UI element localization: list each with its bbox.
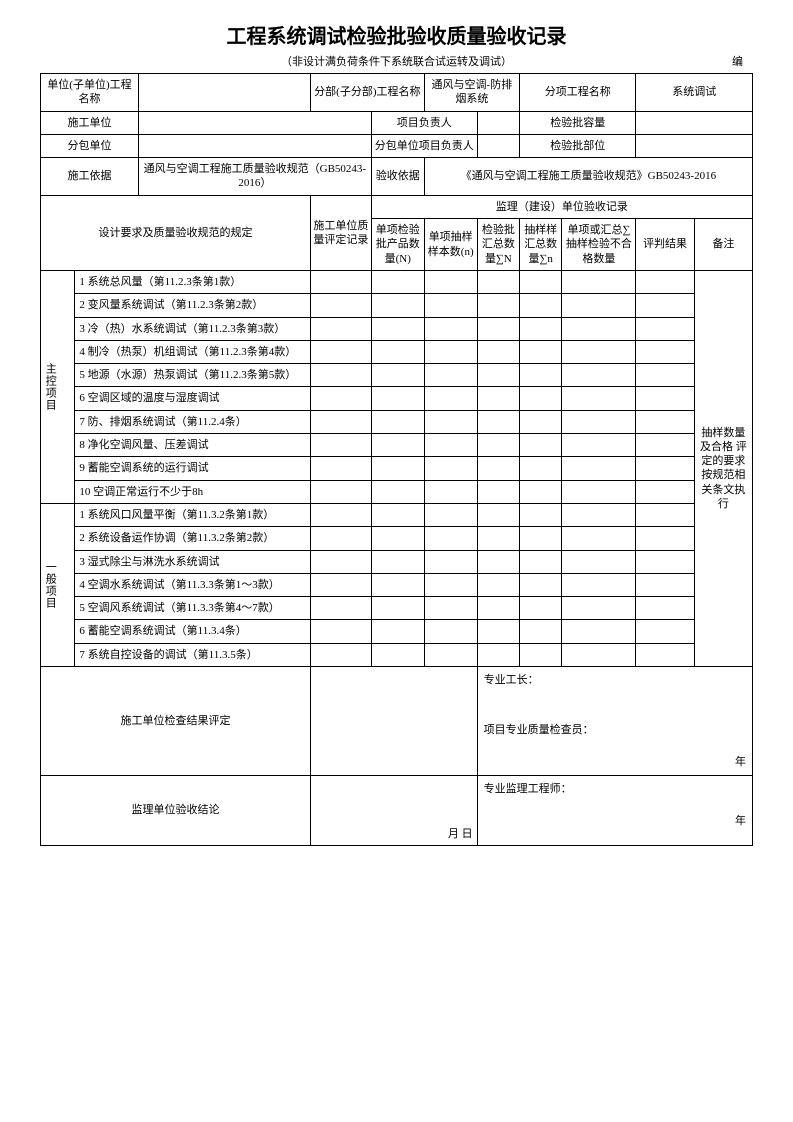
super-conclusion-label: 监理单位验收结论 (41, 776, 311, 846)
super-eng-cell: 专业监理工程师： 年 (477, 776, 752, 846)
accept-basis-val: 《通风与空调工程施工质量验收规范》GB50243-2016 (424, 158, 752, 196)
constr-check-label: 施工单位检查结果评定 (41, 667, 311, 776)
gen-item-6: 6 蓄能空调系统调试（第11.3.4条） (75, 620, 311, 643)
gen-item-5: 5 空调风系统调试（第11.3.3条第4～7款） (75, 597, 311, 620)
general-group-label: 一般项目 (41, 503, 75, 666)
subcontr-leader-val (477, 134, 519, 157)
subcontr-val (138, 134, 371, 157)
gen-item-1: 1 系统风口风量平衡（第11.3.2条第1款） (75, 503, 311, 526)
gen-item-7: 7 系统自控设备的调试（第11.3.5条） (75, 643, 311, 666)
col-judge: 评判结果 (636, 219, 694, 271)
proj-leader-label: 项目负责人 (371, 111, 477, 134)
constr-unit-val (138, 111, 371, 134)
subcontr-label: 分包单位 (41, 134, 139, 157)
gen-item-2: 2 系统设备运作协调（第11.3.2条第2款） (75, 527, 311, 550)
col-n-big: 单项检验批产品数量(N) (371, 219, 424, 271)
col-constr-rec: 施工单位质量评定记录 (310, 195, 371, 270)
main-item-2: 2 变风量系统调试（第11.2.3条第2款） (75, 294, 311, 317)
constr-basis-val: 通风与空调工程施工质量验收规范（GB50243-2016） (138, 158, 371, 196)
batch-loc-label: 检验批部位 (520, 134, 636, 157)
subtitle-row: （非设计满负荷条件下系统联合试运转及调试） 编 (40, 53, 753, 69)
main-item-7: 7 防、排烟系统调试（第11.2.4条） (75, 410, 311, 433)
sub-proj-val: 通风与空调-防排烟系统 (424, 74, 519, 112)
col-super-rec: 监理（建设）单位验收记录 (371, 195, 752, 218)
unit-proj-label: 单位(子单位)工程名称 (41, 74, 139, 112)
bian-label: 编 (732, 53, 743, 69)
batch-loc-val (636, 134, 753, 157)
accept-basis-label: 验收依据 (371, 158, 424, 196)
col-n-small: 单项抽样样本数(n) (424, 219, 477, 271)
page-title: 工程系统调试检验批验收质量验收记录 (40, 20, 753, 49)
col-note: 备注 (694, 219, 752, 271)
main-item-4: 4 制冷（热泵）机组调试（第11.2.3条第4款） (75, 340, 311, 363)
foreman-cell: 专业工长： (477, 667, 752, 717)
constr-unit-label: 施工单位 (41, 111, 139, 134)
proj-leader-val (477, 111, 519, 134)
col-fail: 单项或汇总∑抽样检验不合格数量 (562, 219, 636, 271)
subcontr-leader-label: 分包单位项目负责人 (371, 134, 477, 157)
col-sum-n-big: 检验批汇总数量∑N (477, 219, 519, 271)
main-item-5: 5 地源（水源）热泵调试（第11.2.3条第5款） (75, 364, 311, 387)
item-proj-label: 分项工程名称 (520, 74, 636, 112)
note-cell: 抽样数量及合格 评定的要求按规范相关条文执行 (694, 270, 752, 666)
col-design-req: 设计要求及质量验收规范的规定 (41, 195, 311, 270)
main-table: 单位(子单位)工程名称 分部(子分部)工程名称 通风与空调-防排烟系统 分项工程… (40, 73, 753, 846)
gen-item-3: 3 湿式除尘与淋洗水系统调试 (75, 550, 311, 573)
gen-item-4: 4 空调水系统调试（第11.3.3条第1～3款） (75, 573, 311, 596)
sub-proj-label: 分部(子分部)工程名称 (310, 74, 424, 112)
batch-cap-label: 检验批容量 (520, 111, 636, 134)
constr-check-val (310, 667, 477, 776)
col-sum-n-small: 抽样样汇总数量∑n (520, 219, 562, 271)
main-item-1: 1 系统总风量（第11.2.3条第1款） (75, 270, 311, 293)
constr-basis-label: 施工依据 (41, 158, 139, 196)
batch-cap-val (636, 111, 753, 134)
main-item-9: 9 蓄能空调系统的运行调试 (75, 457, 311, 480)
main-group-label: 主控项目 (41, 270, 75, 503)
main-item-8: 8 净化空调风量、压差调试 (75, 434, 311, 457)
main-item-6: 6 空调区域的温度与湿度调试 (75, 387, 311, 410)
super-conclusion-val: 月 日 (310, 776, 477, 846)
qc-cell: 项目专业质量检查员： 年 (477, 717, 752, 776)
unit-proj-val (138, 74, 310, 112)
item-proj-val: 系统调试 (636, 74, 753, 112)
subtitle: （非设计满负荷条件下系统联合试运转及调试） (281, 56, 512, 68)
main-item-3: 3 冷（热）水系统调试（第11.2.3条第3款） (75, 317, 311, 340)
main-item-10: 10 空调正常运行不少于8h (75, 480, 311, 503)
